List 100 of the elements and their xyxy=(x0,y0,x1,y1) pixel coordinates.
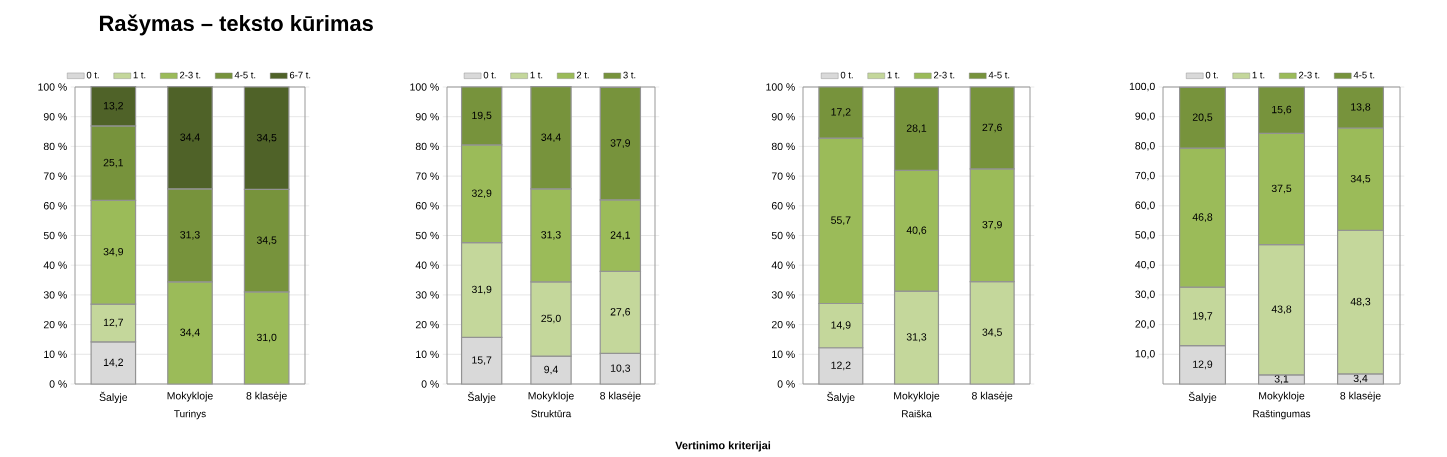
data-label: 19,7 xyxy=(1193,312,1213,321)
x-tick-label: Šalyje xyxy=(467,391,496,404)
y-tick-label: 100 % xyxy=(766,83,795,91)
data-label: 31,3 xyxy=(541,231,561,240)
x-axis-title: Raiška xyxy=(902,409,932,418)
data-label: 14,9 xyxy=(831,321,851,330)
data-label: 15,6 xyxy=(1272,105,1292,115)
data-label: 31,9 xyxy=(471,285,492,295)
y-tick-label: 40 % xyxy=(43,261,67,269)
legend-label: 3 t. xyxy=(623,71,636,79)
y-tick-label: 20,0 xyxy=(1135,320,1155,329)
data-label: 34,4 xyxy=(180,328,200,338)
y-tick-label: 0 % xyxy=(777,380,795,388)
y-tick-label: 10 % xyxy=(416,350,439,359)
y-tick-label: 70,0 xyxy=(1135,171,1155,181)
legend-label: 2-3 t. xyxy=(933,71,955,79)
legend-label: 1 t. xyxy=(1252,71,1265,79)
legend-label: 0 t. xyxy=(483,71,496,79)
x-tick-label: Mokykloje xyxy=(528,391,574,402)
data-label: 46,8 xyxy=(1192,213,1213,222)
y-tick-label: 20 % xyxy=(43,320,67,329)
y-tick-label: 0 % xyxy=(421,380,439,388)
legend-label: 6-7 t. xyxy=(289,71,311,79)
y-tick-label: 30,0 xyxy=(1135,290,1155,300)
x-tick-label: Šalyje xyxy=(827,391,855,404)
y-tick-label: 70 % xyxy=(771,172,795,180)
y-tick-label: 50 % xyxy=(415,231,439,240)
legend-label: 1 t. xyxy=(887,71,900,79)
data-label: 34,4 xyxy=(541,133,561,143)
data-label: 27,6 xyxy=(610,308,631,317)
data-label: 13,2 xyxy=(103,101,123,111)
y-tick-label: 60,0 xyxy=(1135,201,1155,211)
y-tick-label: 90 % xyxy=(43,113,67,121)
data-label: 55,7 xyxy=(831,216,851,226)
data-label: 34,5 xyxy=(256,133,277,143)
data-label: 43,8 xyxy=(1271,305,1292,315)
y-tick-label: 10 % xyxy=(44,350,67,359)
data-label: 15,7 xyxy=(472,356,492,365)
data-label: 9,4 xyxy=(544,365,558,375)
legend-label: 0 t. xyxy=(86,71,99,79)
data-label: 12,9 xyxy=(1193,360,1213,370)
y-tick-label: 80 % xyxy=(415,142,439,151)
data-label: 34,9 xyxy=(103,247,124,257)
y-tick-label: 90 % xyxy=(771,113,795,121)
data-label: 37,5 xyxy=(1271,184,1292,194)
y-tick-label: 20 % xyxy=(771,320,795,329)
data-label: 28,1 xyxy=(906,124,927,134)
data-label: 24,1 xyxy=(610,231,630,240)
y-tick-label: 10 % xyxy=(772,350,795,359)
data-label: 25,1 xyxy=(103,158,123,168)
y-tick-label: 90,0 xyxy=(1135,112,1155,122)
x-tick-label: 8 klasėje xyxy=(1340,391,1381,402)
y-tick-label: 10,0 xyxy=(1135,349,1155,359)
data-label: 34,5 xyxy=(256,236,277,246)
data-label: 37,9 xyxy=(982,220,1002,230)
data-label: 27,6 xyxy=(982,123,1002,133)
data-label: 25,0 xyxy=(541,314,561,324)
legend-label: 1 t. xyxy=(133,71,146,79)
y-tick-label: 100,0 xyxy=(1129,82,1155,92)
y-tick-label: 40 % xyxy=(415,261,439,269)
data-label: 40,6 xyxy=(906,226,927,236)
legend-label: 1 t. xyxy=(530,71,543,79)
data-label: 34,5 xyxy=(982,328,1002,338)
y-tick-label: 60 % xyxy=(43,202,67,210)
y-tick-label: 100 % xyxy=(410,83,439,91)
y-tick-label: 60 % xyxy=(771,202,795,210)
data-label: 19,5 xyxy=(472,111,492,121)
y-tick-label: 30 % xyxy=(43,291,67,299)
y-tick-label: 80 % xyxy=(43,142,67,151)
x-tick-label: 8 klasėje xyxy=(971,391,1013,402)
legend-label: 2-3 t. xyxy=(1298,71,1320,79)
y-tick-label: 30 % xyxy=(771,291,795,299)
data-label: 34,4 xyxy=(180,133,200,143)
data-label: 14,2 xyxy=(103,358,123,368)
data-label: 48,3 xyxy=(1350,297,1371,307)
x-tick-label: Šalyje xyxy=(1188,391,1217,404)
text: Vertinimo kriterijai xyxy=(675,441,771,452)
x-tick-label: Mokykloje xyxy=(894,391,940,402)
data-label: 17,2 xyxy=(831,108,851,117)
y-tick-label: 50 % xyxy=(771,231,795,240)
legend-label: 2-3 t. xyxy=(179,71,201,79)
y-tick-label: 70 % xyxy=(43,172,67,180)
x-tick-label: Šalyje xyxy=(99,391,128,404)
legend-label: 0 t. xyxy=(1205,71,1218,79)
y-tick-label: 80 % xyxy=(771,142,795,151)
legend-label: 4-5 t. xyxy=(1353,71,1375,79)
y-tick-label: 40,0 xyxy=(1135,260,1155,270)
data-label: 3,1 xyxy=(1274,375,1289,384)
legend-label: 0 t. xyxy=(840,71,853,79)
y-tick-label: 80,0 xyxy=(1135,142,1155,151)
y-tick-label: 90 % xyxy=(415,113,439,121)
data-label: 34,5 xyxy=(1350,174,1371,184)
x-tick-label: Mokykloje xyxy=(1259,391,1305,402)
data-label: 12,2 xyxy=(831,361,851,371)
y-tick-label: 30 % xyxy=(415,291,439,299)
data-label: 31,3 xyxy=(906,333,927,342)
y-tick-label: 100 % xyxy=(38,83,67,91)
data-label: 13,8 xyxy=(1351,103,1371,112)
x-axis-title: Struktūra xyxy=(531,409,572,418)
data-label: 37,9 xyxy=(610,139,631,148)
